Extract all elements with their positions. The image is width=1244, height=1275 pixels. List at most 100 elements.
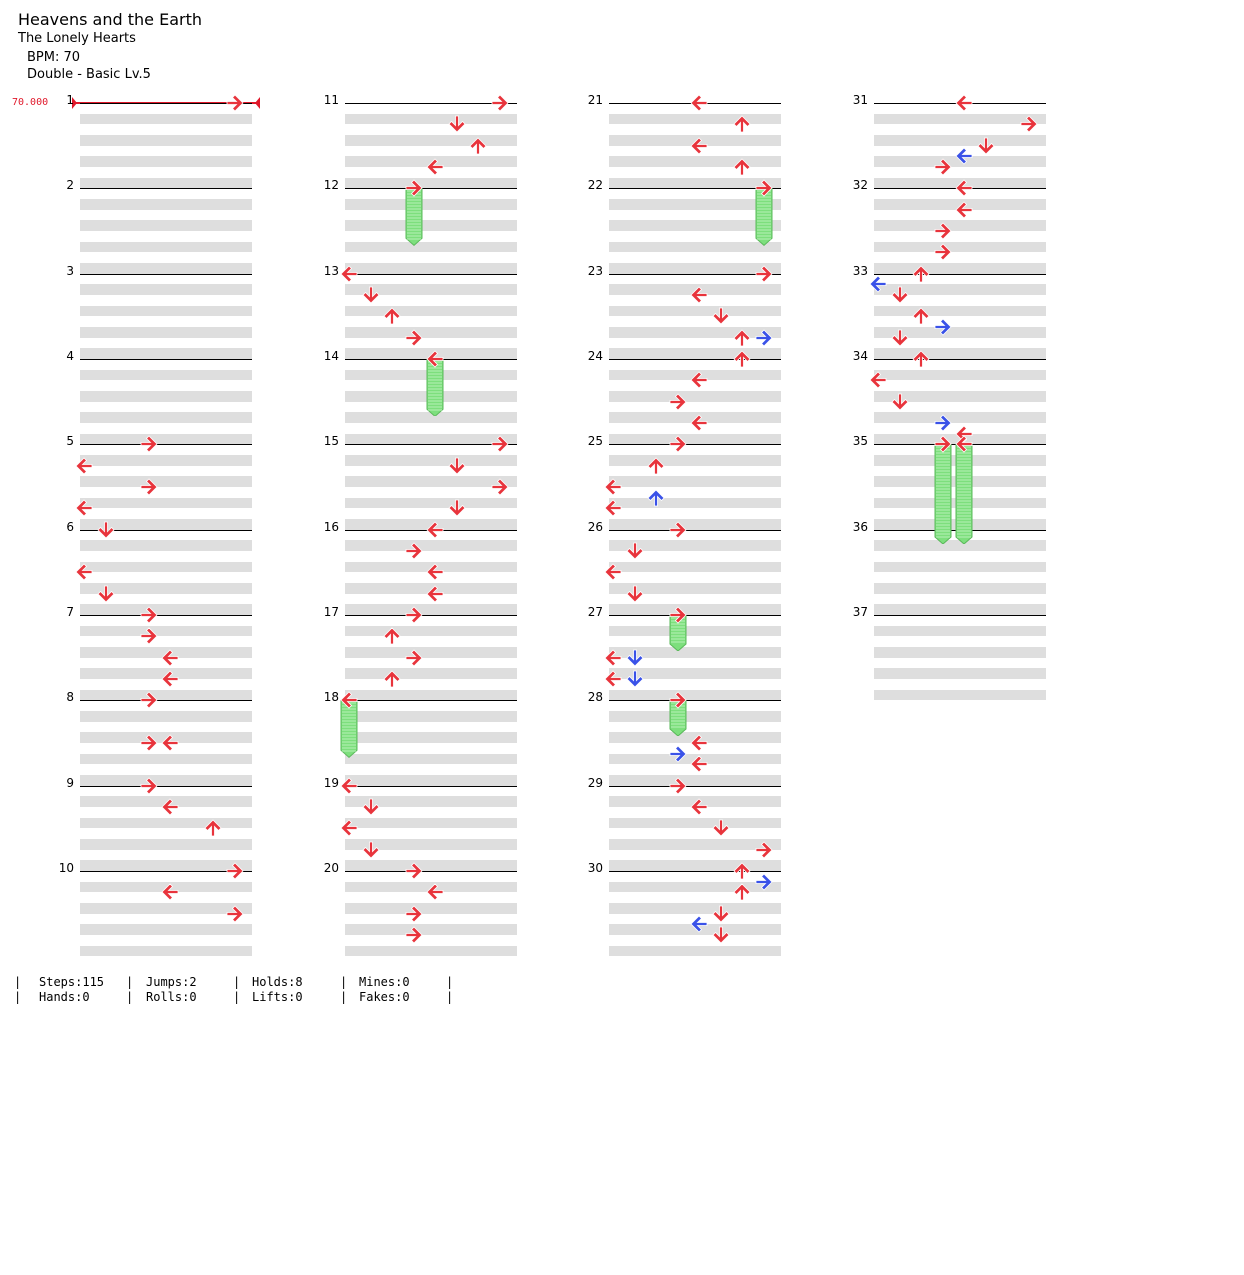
beat-band [345, 177, 517, 189]
arrow-left-icon [425, 520, 445, 540]
arrow-left-icon [603, 498, 623, 518]
arrow-up-icon [382, 306, 402, 326]
measure-line [80, 529, 252, 531]
stat-rolls: Rolls:0 [146, 990, 197, 1004]
arrow-up-icon [203, 818, 223, 838]
arrow-right-icon [225, 904, 245, 924]
arrow-down-icon [711, 925, 731, 945]
beat-band [345, 262, 517, 274]
arrow-left-icon [425, 882, 445, 902]
measure-line [80, 273, 252, 275]
measure-line [345, 103, 517, 104]
song-artist: The Lonely Hearts [18, 31, 136, 46]
beat-band [609, 582, 781, 594]
arrow-right-icon [668, 776, 688, 796]
arrow-left-icon [74, 562, 94, 582]
arrow-down-icon [890, 392, 910, 412]
beat-band [874, 305, 1046, 317]
beat-band [874, 604, 1046, 615]
measure-number: 15 [323, 434, 339, 449]
beat-band [609, 497, 781, 509]
measure-number: 5 [66, 434, 74, 449]
arrow-down-icon [976, 136, 996, 156]
measure-number: 4 [66, 348, 74, 363]
beat-band [609, 220, 781, 231]
measure-number: 23 [587, 263, 603, 278]
beat-band [874, 348, 1046, 359]
measure-number: 22 [587, 178, 603, 193]
arrow-right-icon [933, 434, 953, 454]
beat-band [609, 689, 781, 701]
arrow-right-icon [404, 925, 424, 945]
arrow-right-icon [404, 605, 424, 625]
measure-line [345, 700, 517, 702]
beat-band [874, 390, 1046, 402]
hold-body [955, 443, 973, 545]
beat-band [609, 113, 781, 125]
beat-band [80, 305, 252, 317]
beat-band [345, 561, 517, 573]
arrow-right-icon [139, 690, 159, 710]
arrow-right-icon [933, 157, 953, 177]
measure-line [345, 188, 517, 190]
song-bpm: BPM: 70 [27, 50, 81, 65]
song-difficulty: Double - Basic Lv.5 [27, 67, 151, 82]
arrow-up-icon [732, 328, 752, 348]
beat-band [345, 710, 517, 722]
beat-band [345, 796, 517, 807]
bpm-cap-left [72, 97, 77, 109]
arrow-right-icon [139, 626, 159, 646]
beat-band [80, 668, 252, 679]
arrow-right-icon [933, 242, 953, 262]
beat-band [80, 284, 252, 295]
beat-band [609, 156, 781, 167]
beat-band [80, 412, 252, 423]
measure-line [80, 358, 252, 360]
beat-band [345, 241, 517, 253]
arrow-left-icon [689, 136, 709, 156]
beat-band [609, 262, 781, 274]
measure-number: 9 [66, 775, 74, 790]
measure-number: 32 [852, 178, 868, 193]
arrow-right-icon [404, 648, 424, 668]
arrow-right-icon [668, 434, 688, 454]
arrow-left-icon [339, 264, 359, 284]
beat-band [609, 134, 781, 146]
beat-band [345, 198, 517, 210]
measure-line [874, 614, 1046, 616]
measure-line [345, 444, 517, 446]
measure-number: 31 [852, 93, 868, 107]
beat-band [80, 561, 252, 573]
measure-line [609, 700, 781, 702]
beat-band [874, 177, 1046, 189]
beat-band [609, 625, 781, 637]
arrow-down-icon [96, 584, 116, 604]
beat-band [609, 817, 781, 829]
arrow-left-icon [954, 200, 974, 220]
beat-band [345, 454, 517, 466]
beat-band [345, 326, 517, 338]
beat-band [80, 497, 252, 509]
arrow-left-icon [74, 456, 94, 476]
measure-number: 14 [323, 348, 339, 363]
beat-band [345, 156, 517, 167]
beat-band [345, 689, 517, 701]
beat-band [874, 241, 1046, 253]
beat-band [345, 604, 517, 615]
beat-band [874, 156, 1046, 167]
stat-divider: | [446, 975, 454, 989]
beat-band [345, 113, 517, 125]
beat-band [345, 753, 517, 765]
beat-band [80, 241, 252, 253]
beat-band [80, 518, 252, 530]
beat-band [345, 902, 517, 914]
beat-band [874, 582, 1046, 594]
arrow-left-icon [339, 818, 359, 838]
stat-steps: Steps:115 [39, 975, 105, 989]
beat-band [609, 177, 781, 189]
beat-band [345, 732, 517, 743]
beat-band [80, 113, 252, 125]
measure-number: 36 [852, 519, 868, 534]
hold-body-shape [426, 358, 444, 417]
arrow-up-icon [732, 882, 752, 902]
